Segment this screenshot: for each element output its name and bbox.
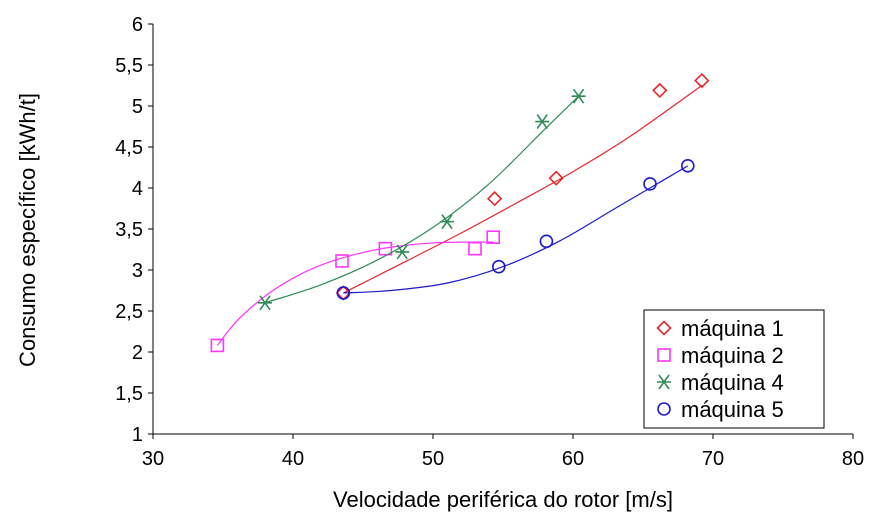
y-tick-label: 3,5 (115, 219, 143, 241)
y-tick-label: 1 (132, 424, 143, 446)
data-point (486, 230, 501, 244)
x-tick-label: 40 (282, 448, 304, 470)
y-tick-label: 2 (132, 342, 143, 364)
trend-line (216, 241, 494, 346)
data-point (652, 82, 668, 99)
data-point (643, 177, 657, 191)
legend-label: máquina 5 (681, 397, 784, 422)
x-tick-label: 70 (702, 448, 724, 470)
series-3 (258, 88, 586, 311)
data-point (548, 170, 564, 186)
series-4 (336, 159, 695, 300)
x-tick-label: 80 (842, 448, 864, 470)
legend-label: máquina 4 (681, 370, 784, 395)
data-point (258, 295, 272, 311)
x-tick-label: 60 (562, 448, 584, 470)
data-point (571, 88, 586, 104)
data-point (335, 254, 349, 268)
y-tick-label: 6 (132, 14, 143, 36)
data-point (210, 338, 225, 353)
y-axis-ticks: 1 1,5 2 2,5 3 3,5 4 4,5 5 5,5 6 (115, 14, 153, 446)
legend-marker (657, 402, 671, 416)
series-1 (335, 72, 710, 301)
data-point (694, 72, 710, 89)
y-tick-label: 5 (132, 96, 143, 118)
series-layer (210, 72, 710, 353)
trend-line (343, 165, 689, 294)
y-tick-label: 5,5 (115, 55, 143, 77)
x-tick-label: 30 (142, 448, 164, 470)
y-tick-label: 2,5 (115, 301, 143, 323)
data-point (680, 159, 695, 173)
legend-label: máquina 2 (681, 343, 784, 368)
data-point (395, 244, 410, 260)
trend-line (264, 95, 580, 304)
data-point (440, 214, 454, 230)
data-point (378, 241, 393, 256)
trend-line (343, 85, 703, 294)
data-point (491, 259, 506, 274)
series-2 (210, 230, 501, 353)
y-axis-label: Consumo específico [kWh/t] (15, 93, 40, 367)
data-point (535, 114, 550, 130)
x-axis-label: Velocidade periférica do rotor [m/s] (333, 487, 673, 512)
legend-label: máquina 1 (681, 316, 784, 341)
data-point (468, 241, 482, 256)
legend-marker (657, 348, 671, 362)
y-tick-label: 4 (132, 178, 143, 200)
data-point (486, 191, 503, 207)
x-axis-ticks: 30 40 50 60 70 80 (142, 434, 864, 470)
data-point (336, 286, 351, 300)
y-tick-label: 3 (132, 260, 143, 282)
legend-marker (657, 374, 671, 390)
y-tick-label: 4,5 (115, 137, 143, 159)
data-point (539, 234, 554, 249)
y-tick-label: 1,5 (115, 383, 143, 405)
legend-box (643, 309, 825, 429)
legend-marker (656, 320, 672, 336)
x-tick-label: 50 (422, 448, 444, 470)
